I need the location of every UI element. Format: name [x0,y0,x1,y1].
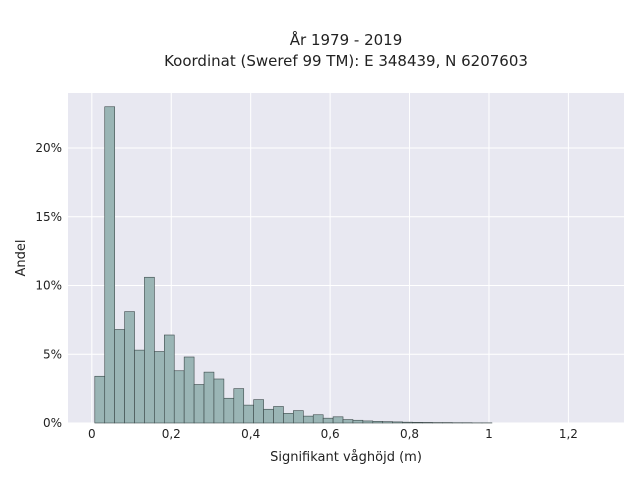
histogram-bar [362,420,374,424]
histogram-bar [312,414,324,424]
histogram-bar [382,421,393,424]
histogram-bar [342,419,354,424]
y-tick-label: 20% [35,141,62,155]
histogram-bar [114,329,125,424]
histogram-bar [134,349,145,424]
histogram-bar [283,413,294,424]
histogram-bar [322,417,334,424]
x-tick-label: 0,4 [241,427,260,441]
y-tick-label: 15% [35,210,62,224]
histogram-bar [293,410,304,424]
histogram-bars [94,106,493,424]
histogram-bar [253,399,264,424]
histogram-bar [412,422,423,424]
histogram-bar [94,375,106,424]
y-tick-label: 0% [43,416,62,430]
histogram-bar [154,351,165,424]
histogram-bar [203,371,215,424]
histogram-bar [392,421,403,424]
chart-title-line1: År 1979 - 2019 [290,30,403,49]
histogram-bar [173,370,185,424]
histogram-bar [263,408,274,424]
histogram-bar [223,397,235,424]
histogram-bar [193,384,205,424]
x-tick-label: 0,8 [400,427,419,441]
histogram-bar [213,378,225,424]
x-tick-label: 1,2 [559,427,578,441]
x-tick-label: 0,2 [162,427,181,441]
y-axis-label: Andel [14,240,29,277]
x-axis-label: Signifikant våghöjd (m) [270,450,422,465]
histogram-bar [233,388,245,424]
histogram-bar [104,106,115,424]
x-tick-label: 0 [88,427,96,441]
x-tick-label: 1 [485,427,493,441]
histogram-bar [402,421,413,424]
histogram-bar [352,419,364,424]
histogram-bar [332,416,344,424]
histogram-bar [303,415,314,424]
histogram-bar [243,404,254,424]
axis-ticks: 0 0,2 0,4 0,6 0,8 1 1,2 0% 5% 10% 15% 20% [35,141,578,441]
histogram-bar [372,421,384,424]
x-tick-label: 0,6 [321,427,340,441]
histogram-bar [164,334,175,424]
y-tick-label: 5% [43,347,62,361]
histogram-bar [144,276,155,424]
y-tick-label: 10% [35,279,62,293]
histogram-bar [422,422,433,424]
histogram-bar [124,311,135,424]
histogram-bar [273,406,284,424]
chart-title-line2: Koordinat (Sweref 99 TM): E 348439, N 62… [164,52,528,70]
histogram-bar [183,356,195,424]
